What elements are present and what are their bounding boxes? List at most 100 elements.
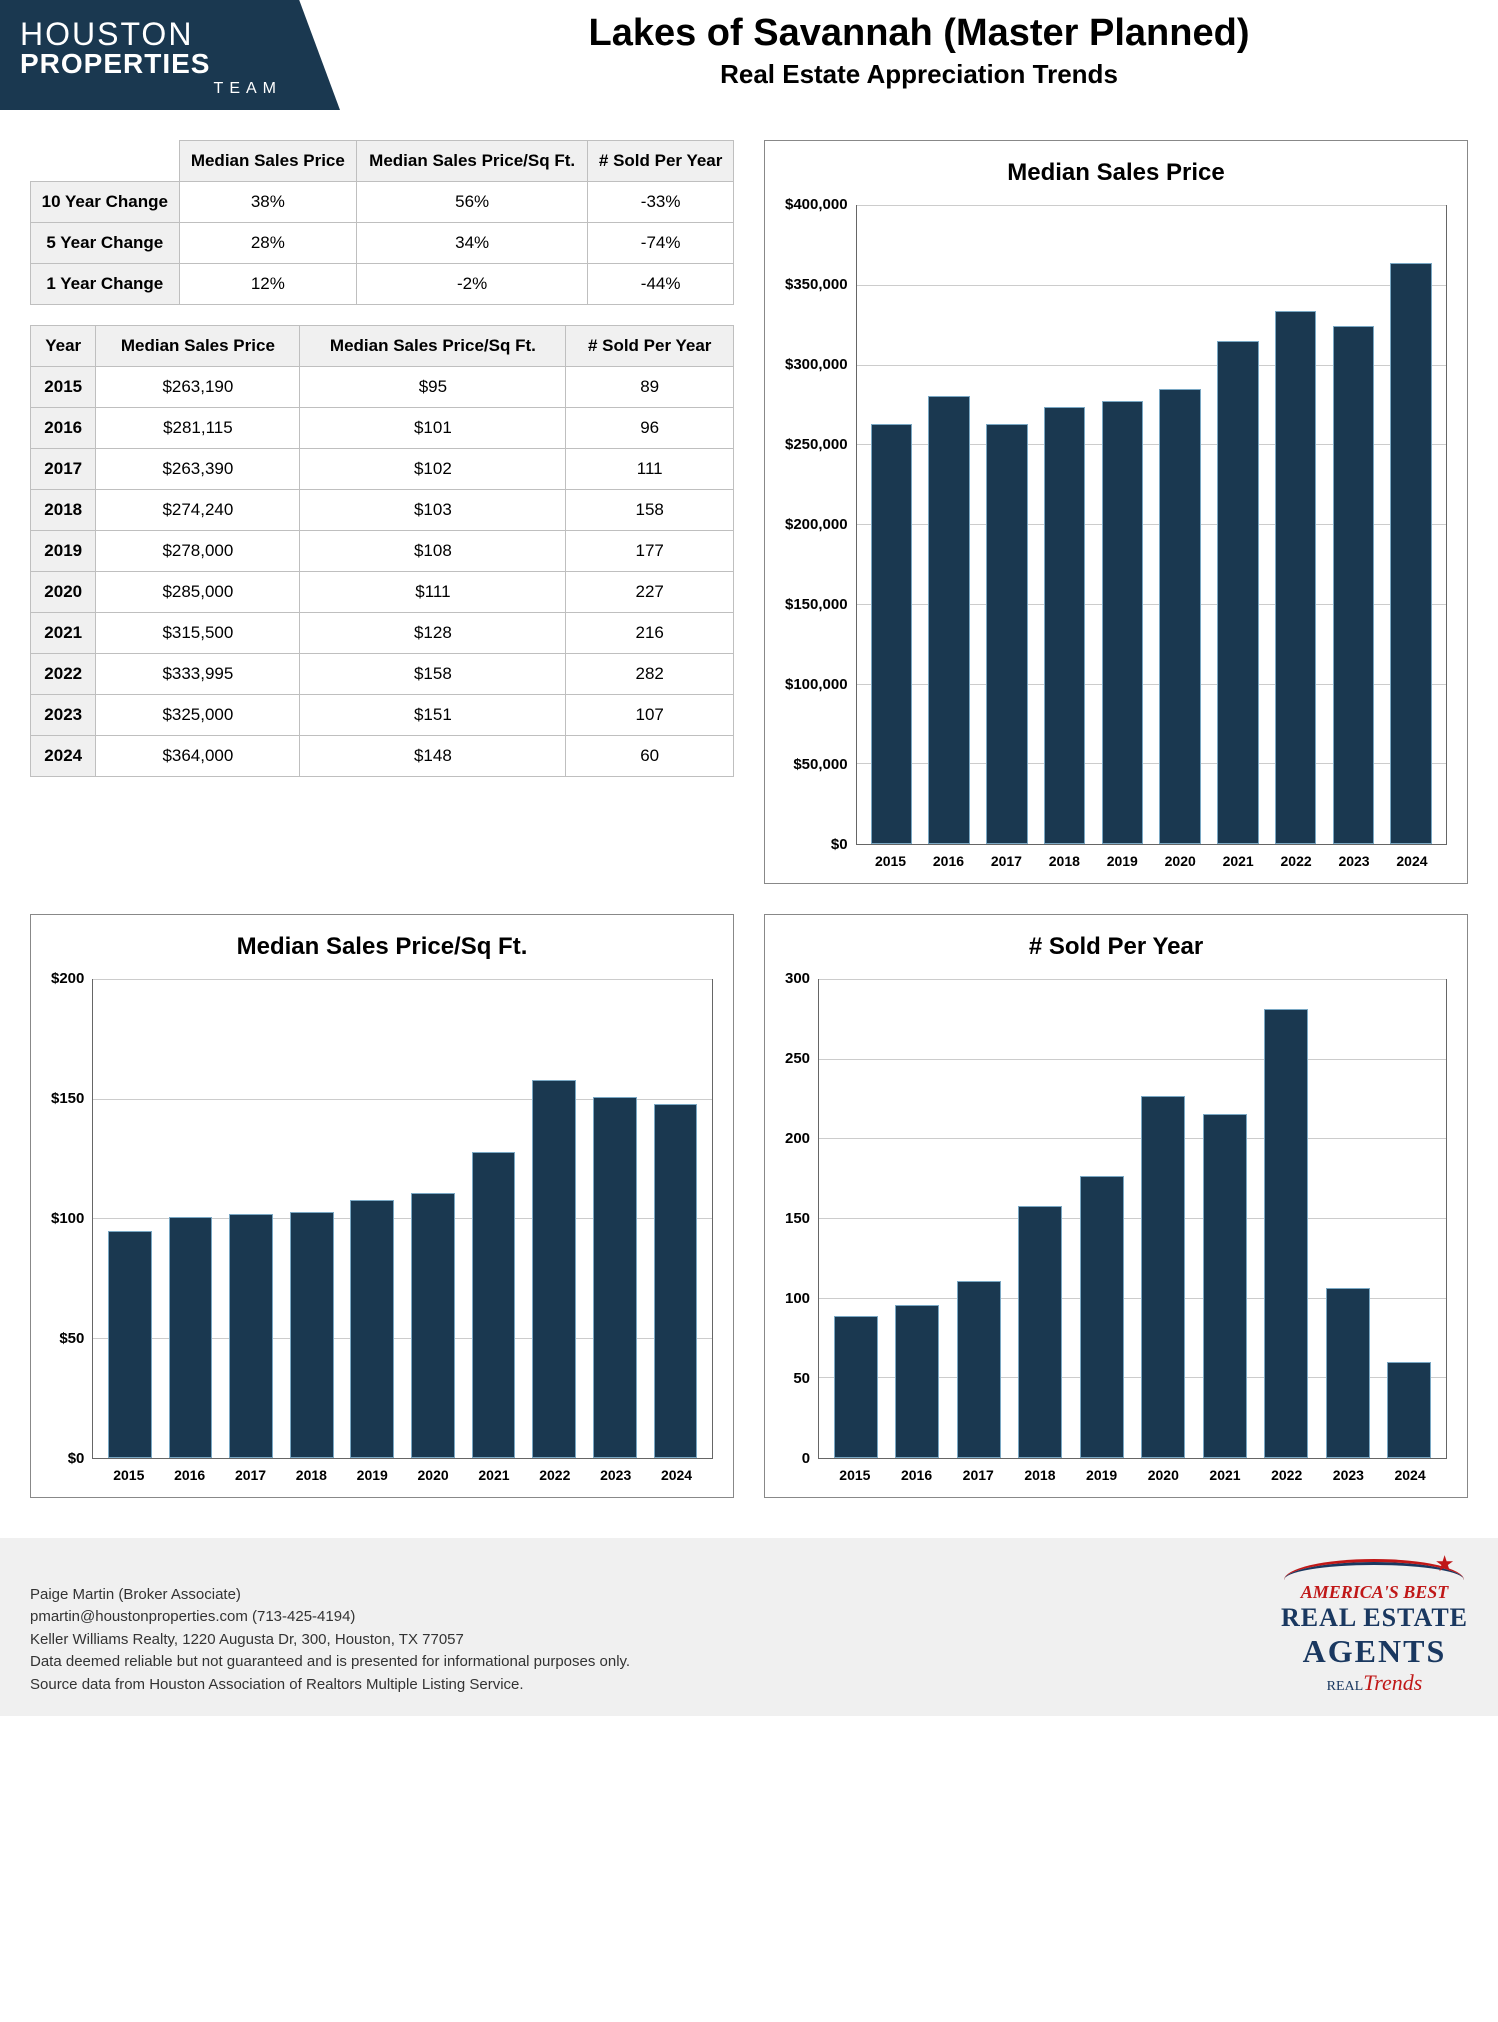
table-cell: $278,000 xyxy=(96,531,300,572)
bar xyxy=(1275,311,1317,844)
table-cell: $364,000 xyxy=(96,736,300,777)
table-row: 2017$263,390$102111 xyxy=(31,449,734,490)
star-icon: ★ xyxy=(1435,1551,1455,1577)
logo-line1: HOUSTON xyxy=(20,18,290,50)
footer-line: Paige Martin (Broker Associate) xyxy=(30,1584,630,1607)
x-tick-label: 2023 xyxy=(1326,1467,1370,1483)
footer-line: Source data from Houston Association of … xyxy=(30,1674,630,1697)
chart-title: # Sold Per Year xyxy=(785,933,1447,961)
chart-title: Median Sales Price/Sq Ft. xyxy=(51,933,713,961)
logo-line2: PROPERTIES xyxy=(20,50,290,78)
x-tick-label: 2021 xyxy=(472,1467,516,1483)
table-row: 2021$315,500$128216 xyxy=(31,613,734,654)
x-tick-label: 2016 xyxy=(928,853,970,869)
bar xyxy=(350,1200,394,1458)
table-cell: $95 xyxy=(300,367,566,408)
table-row: 10 Year Change38%56%-33% xyxy=(31,182,734,223)
x-tick-label: 2017 xyxy=(986,853,1028,869)
year-cell: 2024 xyxy=(31,736,96,777)
table-cell: 282 xyxy=(566,654,734,695)
badge-swoosh-icon: ★ xyxy=(1284,1562,1464,1580)
table-cell: $285,000 xyxy=(96,572,300,613)
page-subtitle: Real Estate Appreciation Trends xyxy=(340,59,1498,90)
x-axis: 2015201620172018201920202021202220232024 xyxy=(92,1459,713,1483)
x-tick-label: 2019 xyxy=(1079,1467,1123,1483)
table-cell: $151 xyxy=(300,695,566,736)
table-header: # Sold Per Year xyxy=(588,141,734,182)
footer-badge: ★ AMERICA'S BEST REAL ESTATE AGENTS REAL… xyxy=(1281,1562,1468,1696)
footer-line: pmartin@houstonproperties.com (713-425-4… xyxy=(30,1606,630,1629)
badge-line2: REAL ESTATE xyxy=(1281,1603,1468,1633)
bar xyxy=(593,1097,637,1458)
bar xyxy=(928,396,970,844)
table-cell: $101 xyxy=(300,408,566,449)
bar xyxy=(108,1231,152,1458)
x-tick-label: 2019 xyxy=(1101,853,1143,869)
table-cell: 177 xyxy=(566,531,734,572)
table-cell: $325,000 xyxy=(96,695,300,736)
badge-line4: REALTrends xyxy=(1281,1670,1468,1696)
header: HOUSTON PROPERTIES TEAM Lakes of Savanna… xyxy=(0,0,1498,130)
table-row: 2024$364,000$14860 xyxy=(31,736,734,777)
table-cell: 227 xyxy=(566,572,734,613)
table-header: Year xyxy=(31,326,96,367)
x-tick-label: 2018 xyxy=(1018,1467,1062,1483)
row-label: 10 Year Change xyxy=(31,182,180,223)
bar xyxy=(654,1104,698,1458)
table-cell: $158 xyxy=(300,654,566,695)
x-tick-label: 2019 xyxy=(350,1467,394,1483)
table-cell: -44% xyxy=(588,264,734,305)
x-tick-label: 2024 xyxy=(1391,853,1433,869)
x-tick-label: 2020 xyxy=(411,1467,455,1483)
table-cell: 34% xyxy=(357,223,588,264)
table-cell: 12% xyxy=(179,264,356,305)
bar xyxy=(1390,263,1432,844)
footer: Paige Martin (Broker Associate)pmartin@h… xyxy=(0,1538,1498,1716)
bar xyxy=(895,1305,939,1458)
title-block: Lakes of Savannah (Master Planned) Real … xyxy=(340,0,1498,90)
x-tick-label: 2024 xyxy=(655,1467,699,1483)
table-row: 2018$274,240$103158 xyxy=(31,490,734,531)
row-label: 5 Year Change xyxy=(31,223,180,264)
table-row: 1 Year Change12%-2%-44% xyxy=(31,264,734,305)
plot-area xyxy=(856,205,1447,845)
table-cell: $281,115 xyxy=(96,408,300,449)
table-row: 2022$333,995$158282 xyxy=(31,654,734,695)
bars-container xyxy=(857,206,1446,844)
plot-area xyxy=(92,979,713,1459)
footer-line: Data deemed reliable but not guaranteed … xyxy=(30,1651,630,1674)
table-cell: $333,995 xyxy=(96,654,300,695)
table-cell: 60 xyxy=(566,736,734,777)
page-title: Lakes of Savannah (Master Planned) xyxy=(340,12,1498,55)
x-tick-label: 2017 xyxy=(229,1467,273,1483)
table-row: 2016$281,115$10196 xyxy=(31,408,734,449)
bar xyxy=(1217,341,1259,844)
year-cell: 2022 xyxy=(31,654,96,695)
x-tick-label: 2015 xyxy=(833,1467,877,1483)
table-cell: 89 xyxy=(566,367,734,408)
table-cell: 38% xyxy=(179,182,356,223)
table-header: # Sold Per Year xyxy=(566,326,734,367)
year-cell: 2017 xyxy=(31,449,96,490)
x-tick-label: 2023 xyxy=(594,1467,638,1483)
chart-area: $0$50,000$100,000$150,000$200,000$250,00… xyxy=(785,205,1447,869)
x-tick-label: 2015 xyxy=(870,853,912,869)
bar xyxy=(1159,389,1201,844)
x-tick-label: 2022 xyxy=(533,1467,577,1483)
chart-sold-per-year: # Sold Per Year0501001502002503002015201… xyxy=(764,914,1468,1498)
table-row: 2015$263,190$9589 xyxy=(31,367,734,408)
bar xyxy=(871,424,913,844)
bar xyxy=(1102,401,1144,844)
x-tick-label: 2020 xyxy=(1141,1467,1185,1483)
x-axis: 2015201620172018201920202021202220232024 xyxy=(818,1459,1447,1483)
year-cell: 2020 xyxy=(31,572,96,613)
x-tick-label: 2021 xyxy=(1217,853,1259,869)
bar xyxy=(1264,1009,1308,1458)
x-tick-label: 2021 xyxy=(1203,1467,1247,1483)
bar xyxy=(1018,1206,1062,1458)
table-row: 2019$278,000$108177 xyxy=(31,531,734,572)
bar xyxy=(957,1281,1001,1458)
x-axis: 2015201620172018201920202021202220232024 xyxy=(856,845,1447,869)
bar xyxy=(1203,1114,1247,1458)
table-header: Median Sales Price xyxy=(179,141,356,182)
